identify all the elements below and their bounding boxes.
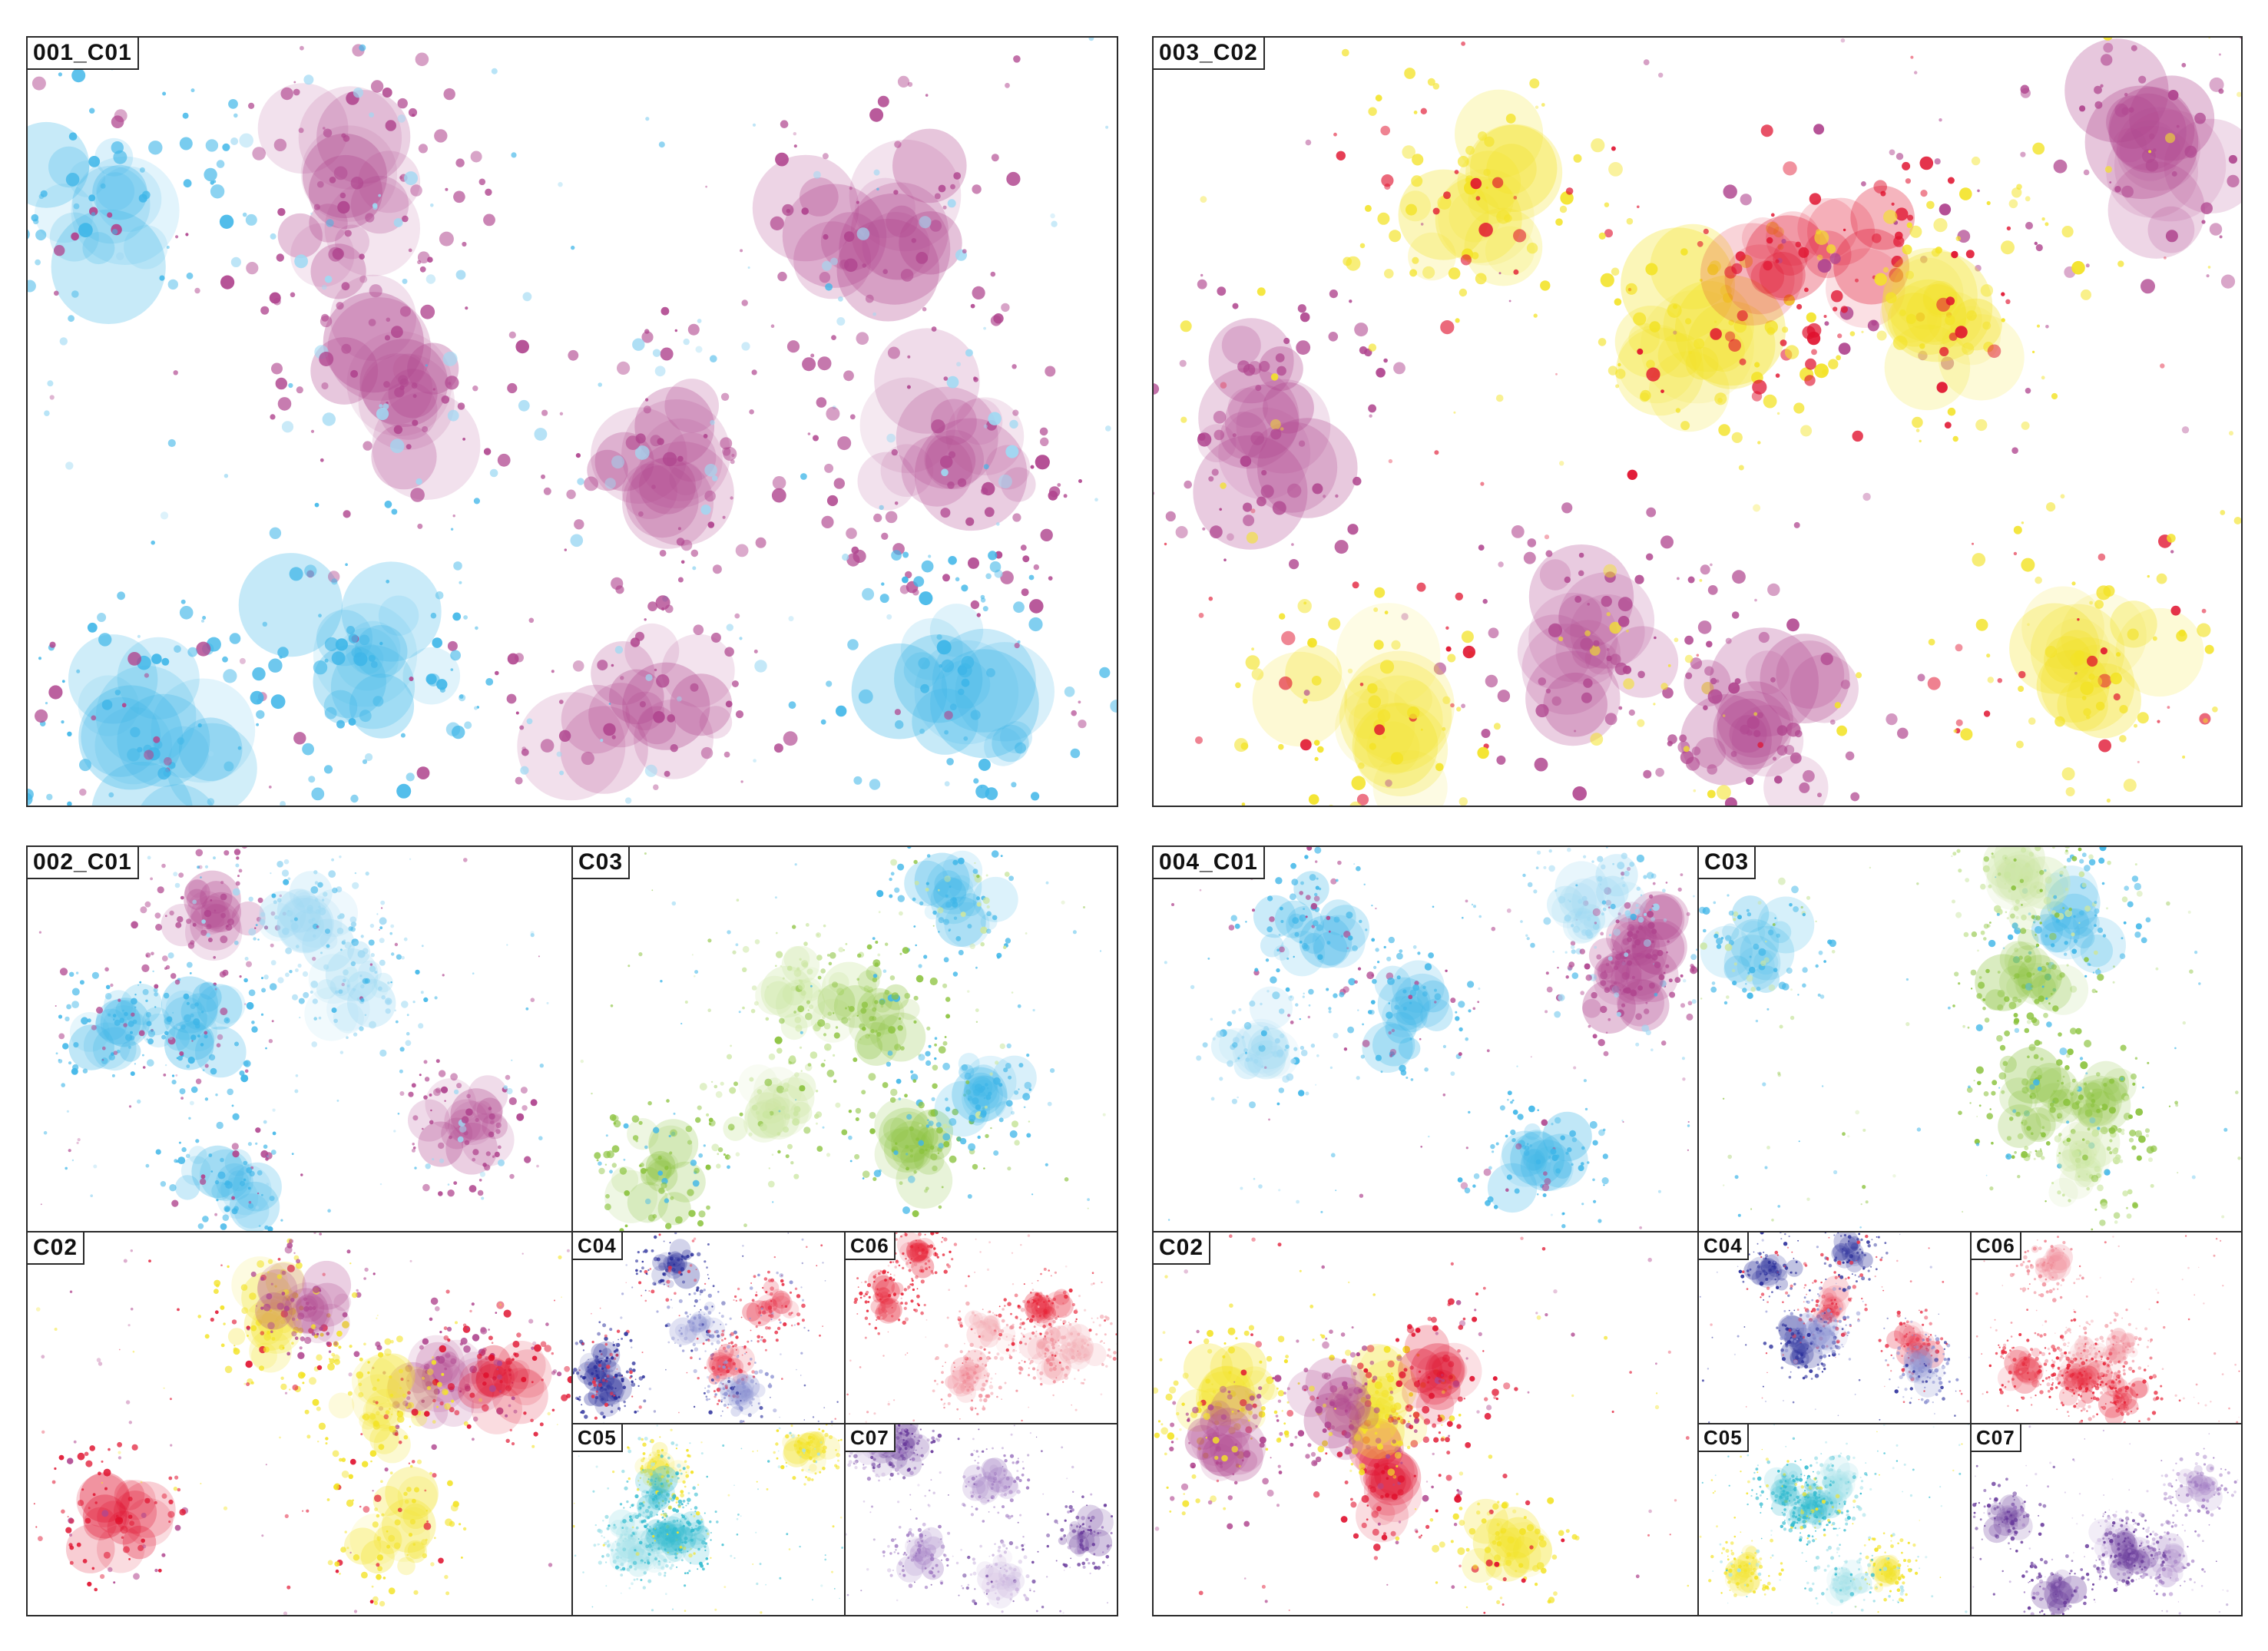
- texture-label: C05: [1699, 1424, 1749, 1452]
- splatter-texture: [34, 847, 549, 1231]
- texture-label: 004_C01: [1154, 847, 1265, 879]
- splatter-texture: [580, 847, 1106, 1231]
- texture-preview-004-c02[interactable]: C02: [1152, 1231, 1699, 1616]
- splatter-texture: [1699, 1424, 1969, 1614]
- splatter-texture: [1699, 847, 2241, 1231]
- splatter-texture: [1972, 1425, 2239, 1615]
- texture-label: C07: [846, 1424, 896, 1452]
- texture-label: C02: [28, 1232, 85, 1265]
- texture-preview-003-c02[interactable]: 003_C02: [1152, 36, 2243, 807]
- texture-preview-002-c06[interactable]: C06: [844, 1231, 1118, 1424]
- texture-preview-004-c01[interactable]: 004_C01: [1152, 845, 1699, 1232]
- splatter-texture: [846, 1232, 1117, 1423]
- texture-label: C04: [573, 1232, 623, 1260]
- texture-label: C06: [846, 1232, 896, 1260]
- splatter-texture: [1975, 1235, 2240, 1423]
- texture-label: 003_C02: [1154, 38, 1265, 70]
- texture-label: 002_C01: [28, 847, 139, 879]
- splatter-texture: [573, 1424, 843, 1614]
- splatter-texture: [846, 1424, 1114, 1614]
- texture-preview-002-c02[interactable]: C02: [26, 1231, 573, 1616]
- texture-label: C06: [1972, 1232, 2021, 1260]
- texture-preview-002-c03[interactable]: C03: [571, 845, 1118, 1232]
- splatter-texture: [28, 38, 1117, 806]
- splatter-texture: [573, 1232, 839, 1423]
- texture-label: C03: [573, 847, 631, 879]
- texture-preview-004-c03[interactable]: C03: [1697, 845, 2243, 1232]
- texture-label: C04: [1699, 1232, 1749, 1260]
- texture-preview-002-c07[interactable]: C07: [844, 1423, 1118, 1616]
- texture-preview-002-c05[interactable]: C05: [571, 1423, 846, 1616]
- texture-preview-004-c04[interactable]: C04: [1697, 1231, 1972, 1424]
- texture-label: C05: [573, 1424, 623, 1452]
- texture-preview-002-c04[interactable]: C04: [571, 1231, 846, 1424]
- texture-preview-004-c07[interactable]: C07: [1970, 1423, 2243, 1616]
- splatter-texture: [1699, 1232, 1970, 1423]
- texture-preview-004-c05[interactable]: C05: [1697, 1423, 1972, 1616]
- texture-label: C07: [1972, 1424, 2021, 1452]
- splatter-texture: [33, 1232, 571, 1615]
- texture-label: C03: [1699, 847, 1756, 879]
- texture-label: C02: [1154, 1232, 1211, 1265]
- splatter-texture: [1164, 847, 1697, 1229]
- texture-preview-001-c01[interactable]: 001_C01: [26, 36, 1118, 807]
- splatter-texture: [1154, 1234, 1690, 1614]
- texture-label: 001_C01: [28, 38, 139, 70]
- splatter-texture: [1154, 38, 2241, 806]
- texture-preview-004-c06[interactable]: C06: [1970, 1231, 2243, 1424]
- texture-preview-002-c01[interactable]: 002_C01: [26, 845, 573, 1232]
